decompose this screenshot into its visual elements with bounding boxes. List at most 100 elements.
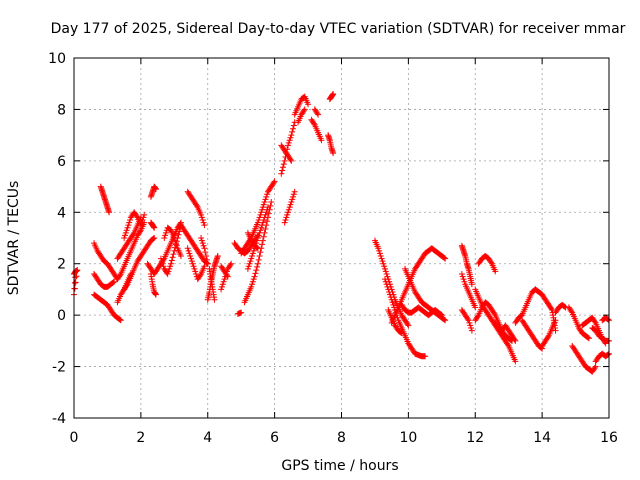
series-track-20 <box>206 265 218 303</box>
data-point <box>137 222 144 229</box>
data-point <box>467 322 474 329</box>
data-point <box>192 268 199 275</box>
data-point <box>140 214 147 221</box>
x-tick-label: 12 <box>466 430 484 446</box>
data-point <box>254 219 261 226</box>
data-point <box>548 305 555 312</box>
data-point <box>388 296 395 303</box>
data-point <box>592 363 599 370</box>
data-point <box>158 258 165 265</box>
data-point <box>287 134 294 141</box>
data-point <box>268 199 275 205</box>
data-point <box>263 209 270 216</box>
data-point <box>151 235 158 241</box>
data-point <box>121 232 128 239</box>
data-point <box>271 178 278 185</box>
data-point <box>488 259 495 266</box>
data-point <box>260 217 267 223</box>
series-track-14 <box>161 224 184 259</box>
data-point <box>257 227 264 234</box>
data-point <box>381 263 388 270</box>
data-point <box>259 206 266 213</box>
data-point <box>254 245 261 252</box>
data-point <box>250 276 257 283</box>
data-point <box>124 224 131 231</box>
data-point <box>284 211 291 218</box>
data-point <box>259 241 266 248</box>
data-point <box>387 294 394 301</box>
data-point <box>287 201 294 208</box>
data-point <box>169 254 176 261</box>
series-track-2 <box>91 291 124 324</box>
data-point <box>116 316 123 323</box>
data-point <box>305 101 312 108</box>
data-point <box>175 231 182 238</box>
data-point <box>218 286 225 293</box>
data-point <box>404 321 411 328</box>
data-point <box>152 186 159 193</box>
data-point <box>160 263 167 270</box>
data-point <box>72 274 79 281</box>
chart-title: Day 177 of 2025, Sidereal Day-to-day VTE… <box>51 21 626 37</box>
data-point <box>248 283 255 290</box>
data-point <box>254 244 261 251</box>
data-point <box>249 253 256 259</box>
data-point <box>111 278 118 285</box>
series-track-46 <box>458 307 475 334</box>
series-track-42 <box>398 301 445 319</box>
data-point <box>474 313 481 320</box>
data-point <box>310 120 317 127</box>
data-point <box>330 150 337 157</box>
data-point <box>491 310 498 317</box>
data-point <box>301 106 308 113</box>
data-point <box>198 211 205 218</box>
data-point <box>201 263 208 270</box>
data-point <box>280 161 287 168</box>
data-point <box>249 250 256 257</box>
data-point <box>264 206 271 213</box>
data-point <box>249 278 256 285</box>
data-point <box>199 217 206 223</box>
series-early-a <box>71 267 81 298</box>
data-point <box>544 334 551 340</box>
data-point <box>472 304 479 311</box>
data-point <box>264 204 271 211</box>
data-point <box>422 353 429 360</box>
data-point <box>172 240 179 247</box>
data-point <box>190 263 197 270</box>
data-point <box>379 258 386 265</box>
series-track-44 <box>458 242 475 288</box>
data-point <box>468 281 475 288</box>
data-point <box>262 211 269 218</box>
series-track-43 <box>385 307 405 337</box>
data-point <box>260 201 267 208</box>
data-point <box>256 253 263 259</box>
series-track-29 <box>281 188 298 226</box>
data-point <box>255 232 262 239</box>
x-axis-label: GPS time / hours <box>281 458 398 474</box>
series-track-17 <box>184 245 208 283</box>
data-point <box>255 217 262 223</box>
data-point <box>122 229 129 236</box>
series-track-15 <box>184 188 208 229</box>
data-point <box>385 286 392 293</box>
data-point <box>214 253 221 259</box>
series-track-5 <box>114 214 144 262</box>
data-point <box>130 231 137 238</box>
data-point <box>252 270 259 277</box>
data-point <box>191 265 198 272</box>
series-track-23 <box>234 309 245 317</box>
data-point <box>260 233 267 240</box>
series-track-10 <box>147 219 158 231</box>
data-point <box>281 157 288 164</box>
data-point <box>198 235 205 241</box>
data-point <box>178 253 184 259</box>
data-point <box>389 299 396 306</box>
data-point <box>382 268 389 275</box>
data-point <box>378 255 385 262</box>
x-tick-label: 4 <box>203 430 212 446</box>
data-point <box>224 273 231 280</box>
series-track-36 <box>325 132 337 157</box>
data-point <box>283 214 290 221</box>
data-point <box>281 219 288 226</box>
